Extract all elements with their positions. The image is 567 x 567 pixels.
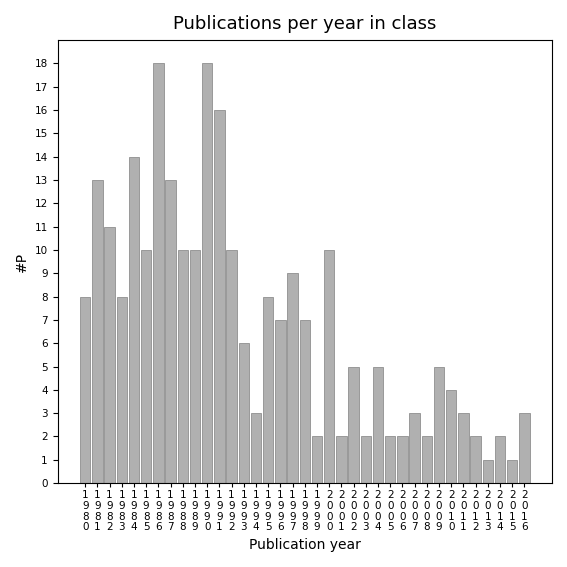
Bar: [507, 460, 517, 483]
Bar: [373, 366, 383, 483]
Bar: [190, 250, 200, 483]
Bar: [263, 297, 273, 483]
Bar: [177, 250, 188, 483]
Bar: [239, 343, 249, 483]
Bar: [519, 413, 530, 483]
Bar: [312, 437, 322, 483]
Bar: [166, 180, 176, 483]
X-axis label: Publication year: Publication year: [249, 538, 361, 552]
Bar: [80, 297, 90, 483]
Bar: [324, 250, 335, 483]
Bar: [117, 297, 127, 483]
Bar: [251, 413, 261, 483]
Bar: [422, 437, 432, 483]
Bar: [495, 437, 505, 483]
Bar: [202, 64, 213, 483]
Bar: [348, 366, 359, 483]
Title: Publications per year in class: Publications per year in class: [173, 15, 437, 33]
Bar: [434, 366, 444, 483]
Y-axis label: #P: #P: [15, 252, 29, 272]
Bar: [226, 250, 237, 483]
Bar: [153, 64, 163, 483]
Bar: [287, 273, 298, 483]
Bar: [397, 437, 408, 483]
Bar: [299, 320, 310, 483]
Bar: [214, 110, 225, 483]
Bar: [483, 460, 493, 483]
Bar: [361, 437, 371, 483]
Bar: [336, 437, 346, 483]
Bar: [129, 156, 139, 483]
Bar: [446, 390, 456, 483]
Bar: [471, 437, 481, 483]
Bar: [409, 413, 420, 483]
Bar: [458, 413, 468, 483]
Bar: [104, 227, 115, 483]
Bar: [385, 437, 395, 483]
Bar: [92, 180, 103, 483]
Bar: [275, 320, 286, 483]
Bar: [141, 250, 151, 483]
